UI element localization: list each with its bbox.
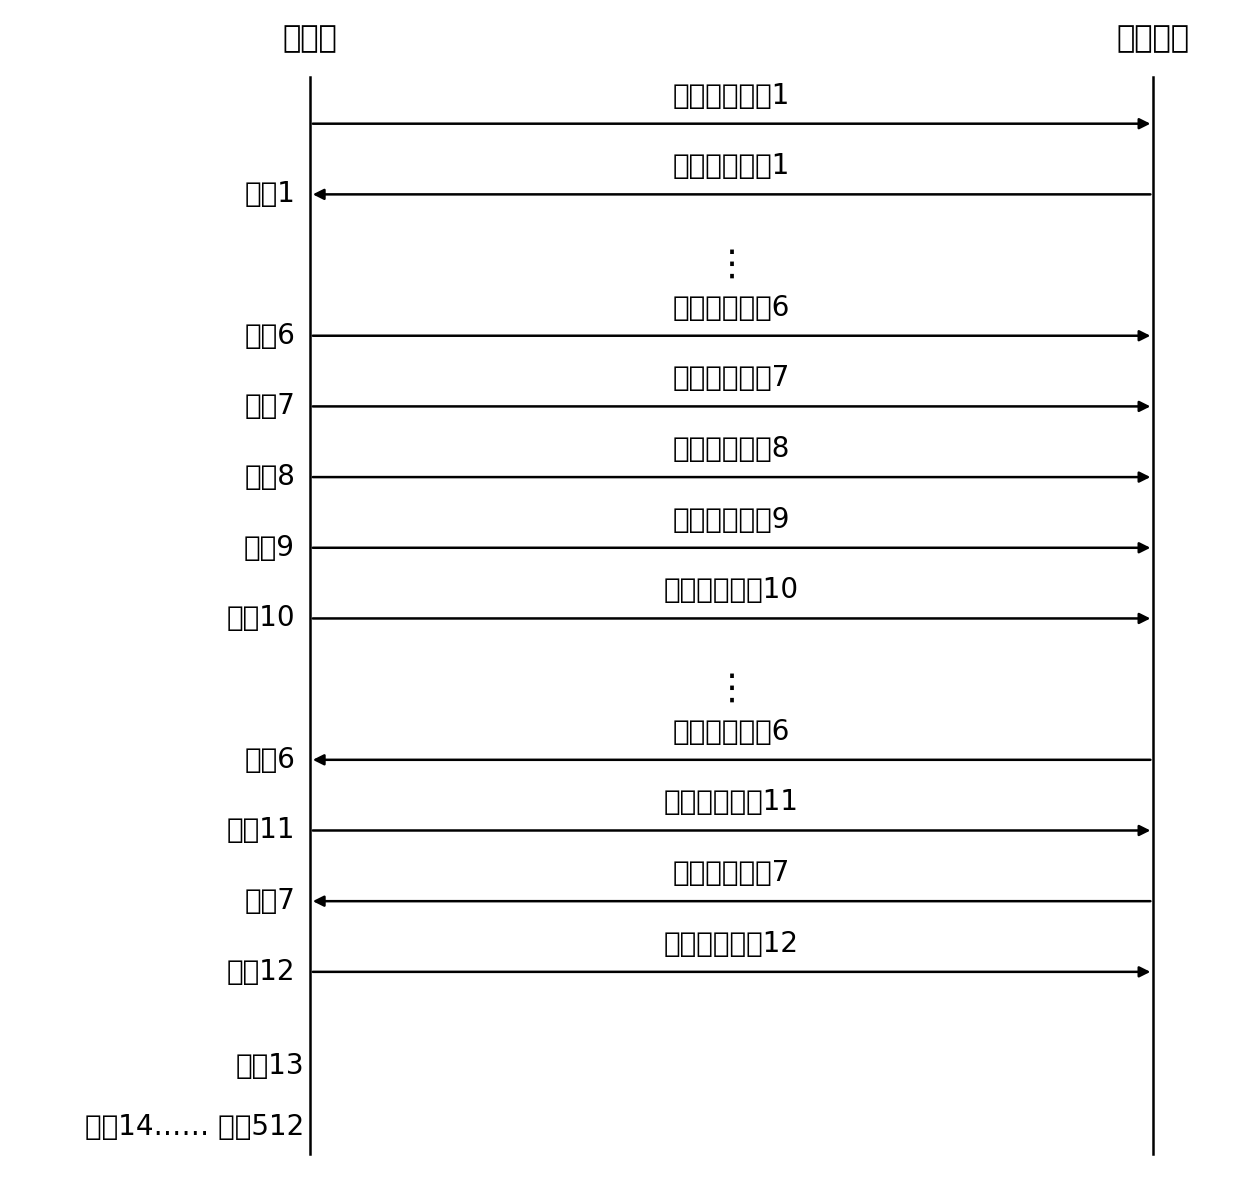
Text: 信令请求消息1: 信令请求消息1: [673, 81, 790, 110]
Text: 业务14…… 业务512: 业务14…… 业务512: [84, 1113, 304, 1141]
Text: 信令请求消息6: 信令请求消息6: [673, 293, 790, 322]
Text: 业务6: 业务6: [244, 322, 295, 350]
Text: 信令请求消息10: 信令请求消息10: [665, 576, 799, 604]
Text: 信令响应消息1: 信令响应消息1: [673, 152, 790, 180]
Text: 业务11: 业务11: [227, 816, 295, 845]
Text: ⋮: ⋮: [713, 673, 750, 706]
Text: 业务8: 业务8: [244, 463, 295, 491]
Text: 信令请求消息11: 信令请求消息11: [665, 788, 799, 816]
Text: 业务7: 业务7: [244, 887, 295, 915]
Text: 业务9: 业务9: [244, 534, 295, 562]
Text: 业务6: 业务6: [244, 746, 295, 774]
Text: 信令请求消息7: 信令请求消息7: [673, 364, 790, 392]
Text: 业务10: 业务10: [227, 604, 295, 633]
Text: 源网元: 源网元: [283, 24, 337, 53]
Text: 业务7: 业务7: [244, 392, 295, 421]
Text: 信令响应消息6: 信令响应消息6: [673, 717, 790, 746]
Text: 信令请求消息12: 信令请求消息12: [665, 929, 799, 958]
Text: 下游网元: 下游网元: [1117, 24, 1189, 53]
Text: 业务1: 业务1: [244, 180, 295, 209]
Text: 业务12: 业务12: [227, 958, 295, 986]
Text: 信令响应消息7: 信令响应消息7: [673, 859, 790, 887]
Text: ⋮: ⋮: [713, 249, 750, 282]
Text: 信令请求消息8: 信令请求消息8: [673, 435, 790, 463]
Text: 业务13: 业务13: [236, 1052, 304, 1080]
Text: 信令响应消息9: 信令响应消息9: [673, 505, 790, 534]
